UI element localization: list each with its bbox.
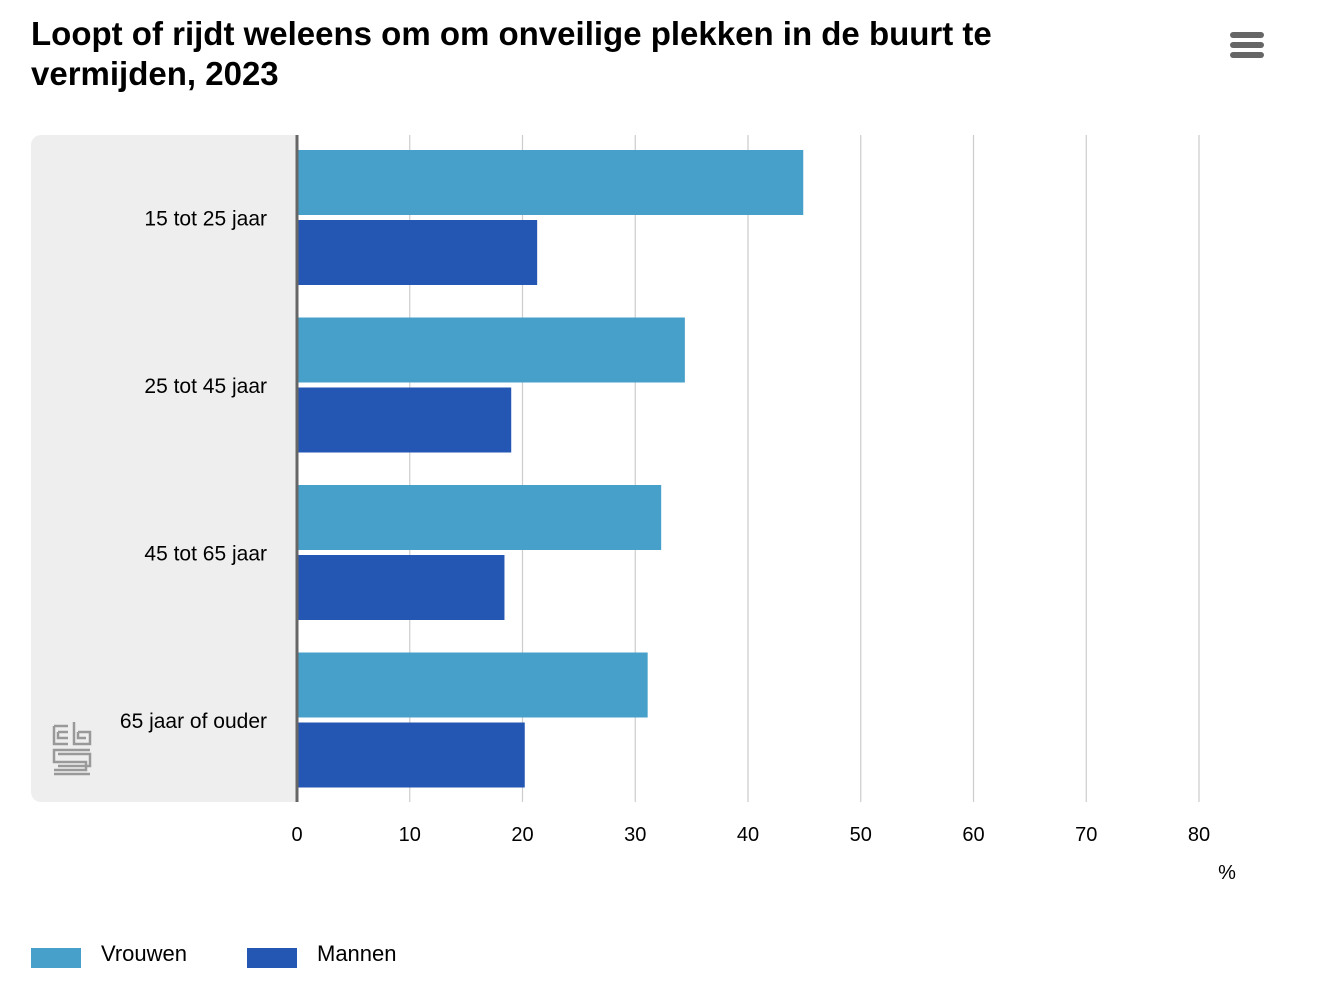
category-label: 45 tot 65 jaar — [144, 543, 267, 566]
legend-swatch-mannen — [247, 948, 297, 968]
x-tick-label: 70 — [1075, 824, 1097, 846]
category-label: 15 tot 25 jaar — [144, 208, 267, 231]
bar-vrouwen-4 — [297, 652, 648, 718]
x-tick-label: 80 — [1188, 824, 1210, 846]
chart-menu-button[interactable] — [1226, 28, 1268, 64]
x-tick-label: 40 — [737, 824, 759, 846]
legend-item-mannen[interactable]: Mannen — [247, 939, 447, 971]
x-tick-label: 20 — [511, 824, 533, 846]
x-tick-label: 60 — [962, 824, 984, 846]
legend-label-vrouwen: Vrouwen — [101, 941, 188, 966]
x-tick-label: 0 — [291, 824, 302, 846]
category-label: 65 jaar of ouder — [120, 710, 267, 733]
x-tick-label: 50 — [850, 824, 872, 846]
chart-title: Loopt of rijdt weleens om om onveilige p… — [31, 15, 992, 92]
x-tick-label: 30 — [624, 824, 646, 846]
bar-vrouwen-1 — [297, 150, 804, 215]
bar-mannen-3 — [297, 555, 505, 620]
bar-mannen-4 — [297, 722, 525, 788]
category-label: 25 tot 45 jaar — [144, 375, 267, 398]
x-tick-label: 10 — [399, 824, 421, 846]
cbs-logo — [52, 720, 94, 778]
legend-label-mannen: Mannen — [317, 941, 397, 966]
bar-mannen-2 — [297, 387, 512, 453]
legend-swatch-vrouwen — [31, 948, 81, 968]
bar-vrouwen-3 — [297, 485, 662, 550]
category-panel-edge — [297, 135, 309, 802]
x-axis-label: % — [1218, 862, 1236, 884]
legend-item-vrouwen[interactable]: Vrouwen — [31, 939, 231, 971]
bar-mannen-1 — [297, 220, 538, 285]
bar-vrouwen-2 — [297, 317, 685, 383]
category-panel — [31, 135, 307, 802]
